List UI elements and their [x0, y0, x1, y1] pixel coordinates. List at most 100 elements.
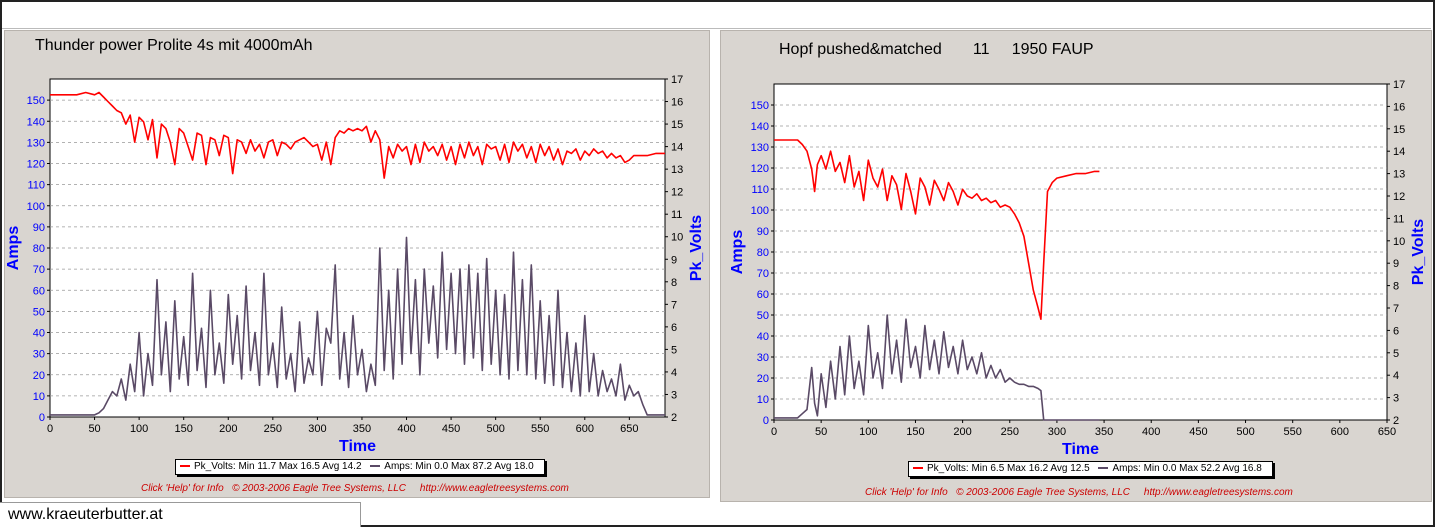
y2-tick-label: 4: [671, 367, 677, 379]
y-tick-label: 100: [27, 201, 45, 213]
y-tick-label: 30: [757, 352, 769, 364]
x-axis-label: Time: [339, 438, 376, 455]
y2-tick-label: 11: [671, 209, 682, 221]
x-tick-label: 350: [1095, 426, 1113, 438]
y-tick-label: 0: [763, 415, 769, 427]
series-line-pk_volts: [774, 139, 1100, 321]
chart-legend: Pk_Volts: Min 6.5 Max 16.2 Avg 12.5 Amps…: [908, 461, 1273, 477]
y-tick-label: 120: [27, 159, 45, 171]
x-tick-label: 600: [1331, 426, 1349, 438]
y2-tick-label: 17: [1393, 79, 1405, 91]
chart-legend: Pk_Volts: Min 11.7 Max 16.5 Avg 14.2 Amp…: [175, 459, 545, 475]
y2-tick-label: 9: [671, 254, 677, 266]
x-tick-label: 200: [953, 426, 971, 438]
y2-tick-label: 17: [671, 74, 683, 86]
legend-item-amps: Amps: Min 0.0 Max 87.2 Avg 18.0: [370, 461, 534, 472]
y2-tick-label: 16: [1393, 101, 1405, 113]
x-tick-label: 450: [442, 423, 460, 435]
y-tick-label: 120: [751, 163, 769, 175]
x-tick-label: 100: [859, 426, 877, 438]
y2-tick-label: 7: [1393, 303, 1399, 315]
y-tick-label: 20: [33, 370, 45, 382]
legend-label-amps: Amps: Min 0.0 Max 87.2 Avg 18.0: [384, 461, 534, 472]
legend-label-volts: Pk_Volts: Min 11.7 Max 16.5 Avg 14.2: [194, 461, 362, 472]
y2-tick-label: 11: [1393, 213, 1404, 225]
x-tick-label: 550: [531, 423, 549, 435]
chart-credit: Click 'Help' for Info © 2003-2006 Eagle …: [865, 487, 1293, 498]
y2-tick-label: 7: [671, 299, 677, 311]
y-tick-label: 110: [27, 180, 45, 192]
y2-tick-label: 8: [671, 277, 677, 289]
y2-tick-label: 5: [1393, 348, 1399, 360]
x-tick-label: 500: [1236, 426, 1254, 438]
y2-tick-label: 12: [1393, 191, 1405, 203]
legend-item-amps: Amps: Min 0.0 Max 52.2 Avg 16.8: [1098, 463, 1262, 474]
y2-tick-label: 3: [671, 389, 677, 401]
site-url: www.kraeuterbutter.at: [8, 506, 163, 523]
x-tick-label: 250: [1001, 426, 1019, 438]
y2-tick-label: 13: [671, 164, 683, 176]
y-tick-label: 100: [751, 205, 769, 217]
y-tick-label: 50: [33, 306, 45, 318]
y2-tick-label: 15: [671, 119, 683, 131]
y-tick-label: 70: [757, 268, 769, 280]
y2-tick-label: 16: [671, 97, 683, 109]
legend-swatch-amps: [370, 465, 381, 468]
y-tick-label: 10: [757, 394, 769, 406]
y2-tick-label: 6: [671, 322, 677, 334]
legend-swatch-volts: [913, 467, 923, 470]
y2-tick-label: 13: [1393, 169, 1405, 181]
y2-tick-label: 5: [671, 344, 677, 356]
y-tick-label: 80: [757, 247, 769, 259]
chart-title: Hopf pushed&matched 11 1950 FAUP: [779, 41, 1094, 58]
y-tick-label: 10: [33, 391, 45, 403]
y2-tick-label: 3: [1393, 393, 1399, 405]
x-tick-label: 300: [308, 423, 326, 435]
legend-item-volts: Pk_Volts: Min 11.7 Max 16.5 Avg 14.2: [180, 461, 362, 472]
y-tick-label: 70: [33, 264, 45, 276]
chart-panel-right: Hopf pushed&matched 11 1950 FAUP 0 10 20 30…: [720, 30, 1432, 502]
x-tick-label: 50: [88, 423, 100, 435]
legend-swatch-amps: [1098, 467, 1109, 470]
x-tick-label: 200: [219, 423, 237, 435]
y2-tick-label: 2: [671, 412, 677, 424]
x-tick-label: 500: [486, 423, 504, 435]
y-tick-label: 130: [27, 137, 45, 149]
y-tick-label: 150: [27, 95, 45, 107]
legend-label-amps: Amps: Min 0.0 Max 52.2 Avg 16.8: [1112, 463, 1262, 474]
chart-svg-right: 0102030405060708090100110120130140150234…: [729, 79, 1427, 458]
x-tick-label: 400: [1142, 426, 1160, 438]
y-tick-label: 40: [33, 328, 45, 340]
y-axis-label: Amps: [729, 230, 746, 275]
legend-swatch-volts: [180, 465, 190, 468]
x-tick-label: 450: [1189, 426, 1207, 438]
y-tick-label: 90: [757, 226, 769, 238]
series-line-amps: [774, 314, 1100, 421]
x-tick-label: 100: [130, 423, 148, 435]
y2-tick-label: 8: [1393, 281, 1399, 293]
top-band: [2, 2, 1431, 29]
y-tick-label: 90: [33, 222, 45, 234]
y-tick-label: 0: [39, 412, 45, 424]
x-tick-label: 300: [1048, 426, 1066, 438]
chart-title: Thunder power Prolite 4s mit 4000mAh: [35, 37, 313, 54]
x-axis-label: Time: [1062, 441, 1099, 458]
x-tick-label: 0: [771, 426, 777, 438]
y2-tick-label: 15: [1393, 124, 1405, 136]
y-tick-label: 30: [33, 349, 45, 361]
y2-tick-label: 14: [1393, 146, 1405, 158]
x-tick-label: 150: [175, 423, 193, 435]
x-tick-label: 600: [576, 423, 594, 435]
x-tick-label: 350: [353, 423, 371, 435]
x-tick-label: 50: [815, 426, 827, 438]
x-tick-label: 150: [906, 426, 924, 438]
y2-tick-label: 2: [1393, 415, 1399, 427]
y-tick-label: 80: [33, 243, 45, 255]
y-tick-label: 110: [751, 184, 769, 196]
y-tick-label: 150: [751, 100, 769, 112]
y-tick-label: 50: [757, 310, 769, 322]
y2-tick-label: 6: [1393, 325, 1399, 337]
chart-panel-left: Thunder power Prolite 4s mit 4000mAh 0 10…: [4, 30, 710, 498]
series-line-amps: [50, 236, 665, 416]
site-footer: www.kraeuterbutter.at: [0, 502, 361, 527]
